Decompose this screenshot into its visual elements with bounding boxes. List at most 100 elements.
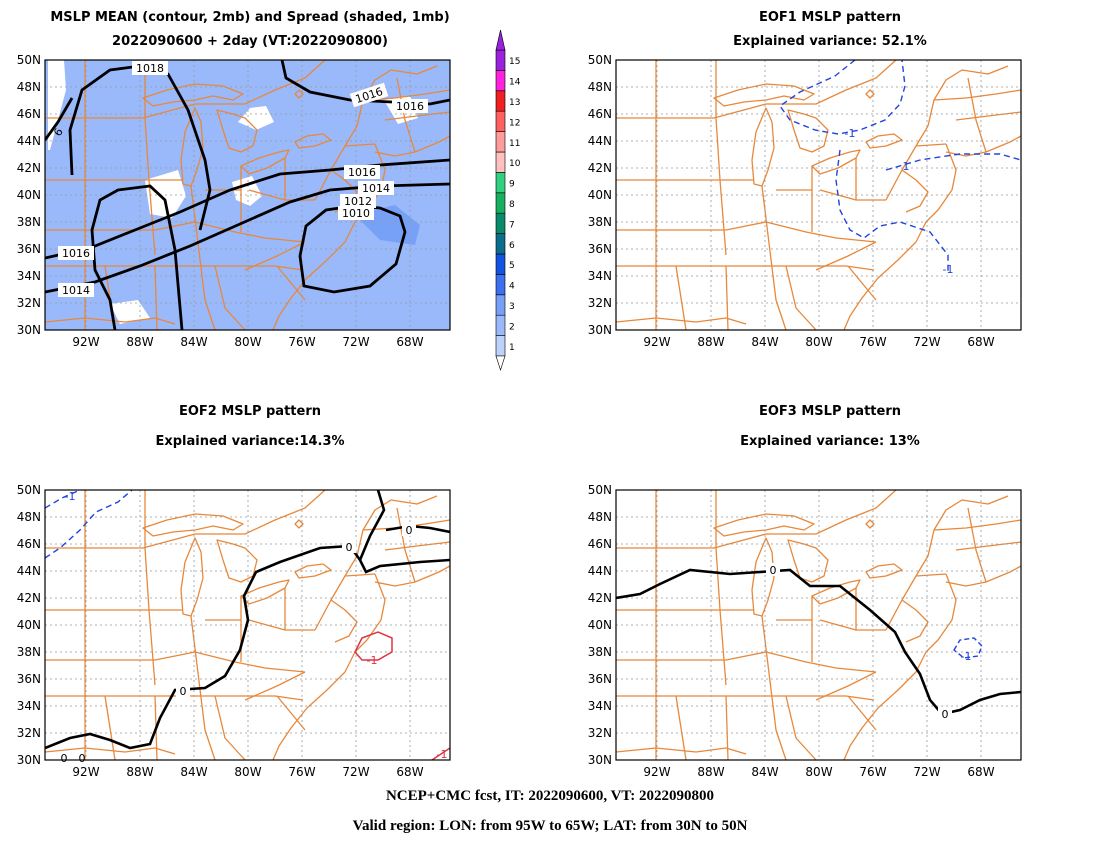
contour-label: 1 [903,160,910,173]
lon-tick-label: 88W [697,765,724,779]
colorbar-swatch [495,294,506,316]
lat-tick-label: 46N [17,107,41,121]
panel3-title: EOF2 MSLP pattern [178,404,321,419]
colorbar-label: 8 [509,200,515,210]
contour-label: 0 [346,541,353,554]
panel4-map: 0 0 -1 [615,489,1022,761]
colorbar-swatch [495,212,506,234]
panel1-subtitle: 2022090600 + 2day (VT:2022090800) [112,34,388,49]
colorbar-swatch [495,233,506,255]
colorbar-label: 6 [509,241,515,251]
colorbar-swatch [495,274,506,296]
lat-tick-label: 30N [17,323,41,337]
panel2-map: -1 1 -1 [615,59,1022,331]
colorbar-swatch [495,110,506,132]
lon-tick-label: 68W [396,335,423,349]
contour-label: 1010 [342,207,370,220]
panel1-map: 1018 1016 1016 1016 1014 1012 1010 1016 … [44,59,451,331]
colorbar-label: 15 [509,57,520,67]
colorbar-label: 5 [509,261,515,271]
lon-tick-label: 84W [180,335,207,349]
lat-tick-label: 34N [588,699,612,713]
lon-tick-label: 88W [126,765,153,779]
colorbar-label: 14 [509,78,521,88]
lat-tick-label: 40N [17,618,41,632]
lon-tick-label: 68W [967,765,994,779]
colorbar-swatch [495,90,506,112]
colorbar-swatch [495,70,506,92]
lat-tick-label: 48N [17,510,41,524]
eof1-contours [779,60,1021,272]
contour-label: 1018 [136,62,164,75]
lat-tick-label: 48N [588,80,612,94]
panel2-subtitle: Explained variance: 52.1% [733,34,927,49]
contour-label: -1 [367,654,378,667]
lon-tick-label: 68W [396,765,423,779]
eof3-contours [616,568,1021,716]
lat-tick-label: 50N [17,53,41,67]
lat-tick-label: 46N [588,537,612,551]
lat-tick-label: 48N [17,80,41,94]
lat-tick-label: 38N [17,645,41,659]
colorbar-label: 4 [509,282,515,292]
lon-tick-label: 76W [859,765,886,779]
lon-tick-label: 76W [288,335,315,349]
contour-label: 0 [942,708,949,721]
lat-tick-label: 40N [588,618,612,632]
lon-tick-label: 76W [288,765,315,779]
colorbar-label: 10 [509,159,521,169]
colorbar-label: 9 [509,180,515,190]
contour-label: 1014 [62,284,90,297]
footer-line2: Valid region: LON: from 95W to 65W; LAT:… [352,818,748,834]
colorbar-label: 3 [509,302,515,312]
contour-label: 1016 [348,166,376,179]
lat-tick-label: 38N [17,215,41,229]
contour-label: -1 [845,127,856,140]
lat-tick-label: 30N [588,323,612,337]
colorbar-swatch [495,131,506,153]
contour-label: 0 [79,752,86,765]
contour-label: 0 [406,524,413,537]
lon-tick-label: 72W [913,335,940,349]
lat-tick-label: 32N [588,726,612,740]
colorbar-swatch [495,314,506,336]
lat-tick-label: 34N [17,269,41,283]
lon-tick-label: 92W [643,765,670,779]
lat-tick-label: 50N [588,53,612,67]
lat-tick-label: 48N [588,510,612,524]
panel3-map: -1 0 0 0 -1 0 0 -1 [44,489,451,765]
lat-tick-label: 34N [588,269,612,283]
contour-label: 0 [180,685,187,698]
lon-tick-label: 68W [967,335,994,349]
axis-tick-labels: 50N 48N 46N 44N 42N 40N 38N 36N 34N 32N 30N 92W 88W 8… [17,53,995,779]
lon-tick-label: 84W [180,765,207,779]
lat-tick-label: 42N [588,161,612,175]
lat-tick-label: 36N [588,242,612,256]
eof2-contours [45,490,450,760]
eof2-contour-labels: -1 0 0 0 -1 0 0 -1 [61,490,448,765]
lat-tick-label: 30N [588,753,612,767]
lon-tick-label: 76W [859,335,886,349]
colorbar-swatch [495,172,506,194]
lat-tick-label: 46N [588,107,612,121]
lon-tick-label: 80W [234,335,261,349]
contour-label: 1012 [344,195,372,208]
contour-label: 1014 [362,182,390,195]
lat-tick-label: 32N [17,296,41,310]
lat-tick-label: 30N [17,753,41,767]
lat-tick-label: 44N [588,564,612,578]
lat-tick-label: 40N [17,188,41,202]
contour-label: 0 [770,564,777,577]
lat-tick-label: 34N [17,699,41,713]
eof3-contour-labels: 0 0 -1 [766,563,971,721]
lat-tick-label: 32N [588,296,612,310]
colorbar-label: 1 [509,343,515,353]
lat-tick-label: 42N [17,161,41,175]
colorbar-swatch [495,192,506,214]
footer-line1: NCEP+CMC fcst, IT: 2022090600, VT: 20220… [385,788,715,804]
lat-tick-label: 36N [17,242,41,256]
lat-tick-label: 46N [17,537,41,551]
colorbar-label: 12 [509,118,520,128]
mean-contour-labels: 1018 1016 1016 1016 1014 1012 1010 1016 … [51,61,428,297]
